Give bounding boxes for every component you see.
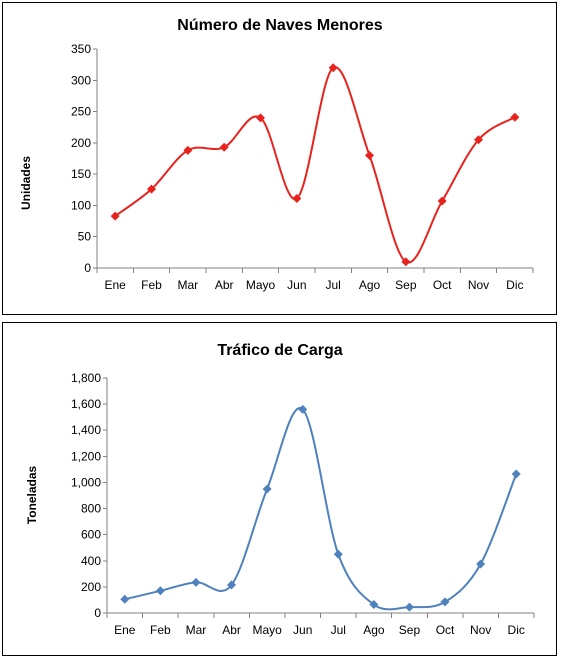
chart-panel-naves: Número de Naves Menores Unidades 0 50 100 1… bbox=[2, 2, 557, 315]
y-tick-label: 250 bbox=[71, 105, 91, 119]
data-point-marker bbox=[328, 63, 338, 73]
x-tick-label: Dic bbox=[506, 278, 523, 292]
chart-panel-carga: Tráfico de Carga Toneladas 0 200 400 600 800… bbox=[2, 322, 557, 656]
data-point-marker bbox=[437, 196, 447, 206]
series-line bbox=[114, 66, 516, 264]
y-tick-label: 200 bbox=[71, 136, 91, 150]
x-ticks: Ene Feb Mar Abr Mayo Jun Jul Ago Sep Oct Nov Dic bbox=[106, 613, 535, 637]
y-tick-label: 350 bbox=[71, 42, 91, 56]
data-point-marker bbox=[120, 594, 130, 604]
data-point-marker bbox=[365, 150, 374, 160]
chart-title: Número de Naves Menores bbox=[177, 17, 383, 34]
data-point-marker bbox=[292, 194, 302, 204]
data-point-marker bbox=[110, 211, 120, 221]
x-tick-label: Sep bbox=[399, 623, 421, 637]
y-axis-label: Unidades bbox=[19, 156, 33, 210]
x-tick-label: Dic bbox=[508, 623, 525, 637]
data-point-marker bbox=[511, 469, 521, 479]
y-tick-label: 600 bbox=[81, 528, 101, 542]
x-ticks: Ene Feb Mar Abr Mayo Jun Jul Ago Sep Oct Nov Dic bbox=[96, 268, 534, 292]
x-tick-label: Jul bbox=[331, 623, 346, 637]
data-point-marker bbox=[256, 113, 265, 123]
x-tick-label: Feb bbox=[141, 278, 162, 292]
x-tick-label: Feb bbox=[150, 623, 171, 637]
data-point-marker bbox=[219, 142, 229, 152]
axes bbox=[96, 49, 533, 269]
y-tick-label: 150 bbox=[71, 167, 91, 181]
data-point-marker bbox=[262, 484, 272, 494]
x-tick-label: Nov bbox=[468, 278, 489, 292]
data-point-marker bbox=[147, 184, 156, 194]
y-tick-label: 0 bbox=[94, 606, 101, 620]
y-tick-label: 1,600 bbox=[71, 397, 101, 411]
x-tick-label: Mar bbox=[186, 623, 207, 637]
data-point-marker bbox=[404, 602, 414, 612]
data-point-marker bbox=[401, 257, 411, 267]
x-tick-label: Nov bbox=[470, 623, 491, 637]
y-tick-label: 1,000 bbox=[71, 475, 101, 489]
y-ticks: 0 200 400 600 800 1,000 1,200 1,400 1,600 1,800 bbox=[71, 371, 107, 620]
x-tick-label: Ago bbox=[359, 278, 381, 292]
y-tick-label: 300 bbox=[71, 73, 91, 87]
x-tick-label: Ene bbox=[114, 623, 136, 637]
series-line bbox=[124, 407, 518, 611]
y-tick-label: 200 bbox=[81, 580, 101, 594]
data-point-marker bbox=[510, 112, 520, 122]
data-point-marker bbox=[474, 135, 483, 145]
x-tick-label: Mayo bbox=[252, 623, 282, 637]
naves-chart-svg: Número de Naves Menores Unidades 0 50 100 1… bbox=[19, 17, 534, 292]
data-point-marker bbox=[333, 549, 343, 559]
data-point-marker bbox=[155, 586, 165, 596]
x-tick-label: Jul bbox=[325, 278, 340, 292]
data-point-marker bbox=[183, 145, 193, 155]
x-tick-label: Oct bbox=[433, 278, 452, 292]
y-axis-label: Toneladas bbox=[25, 465, 39, 524]
data-point-marker bbox=[476, 559, 486, 569]
chart-title: Tráfico de Carga bbox=[217, 342, 342, 359]
y-tick-label: 100 bbox=[71, 198, 91, 212]
y-ticks: 0 50 100 150 200 250 300 350 bbox=[71, 42, 97, 275]
x-tick-label: Ene bbox=[104, 278, 126, 292]
carga-chart-svg: Tráfico de Carga Toneladas 0 200 400 600 800… bbox=[25, 342, 535, 637]
markers bbox=[120, 404, 521, 612]
y-tick-label: 800 bbox=[81, 502, 101, 516]
data-point-marker bbox=[298, 404, 308, 414]
data-point-marker bbox=[369, 600, 379, 610]
y-tick-label: 1,200 bbox=[71, 449, 101, 463]
data-point-marker bbox=[227, 580, 237, 590]
y-tick-label: 0 bbox=[84, 261, 91, 275]
x-tick-label: Abr bbox=[222, 623, 241, 637]
x-tick-label: Jun bbox=[287, 278, 306, 292]
x-tick-label: Mayo bbox=[246, 278, 276, 292]
axes bbox=[106, 378, 534, 614]
x-tick-label: Ago bbox=[363, 623, 385, 637]
x-tick-label: Jun bbox=[293, 623, 312, 637]
y-tick-label: 400 bbox=[81, 554, 101, 568]
y-tick-label: 50 bbox=[78, 230, 92, 244]
x-tick-label: Abr bbox=[215, 278, 234, 292]
data-point-marker bbox=[191, 577, 201, 587]
y-tick-label: 1,400 bbox=[71, 423, 101, 437]
data-point-marker bbox=[440, 597, 450, 607]
markers bbox=[110, 63, 520, 267]
x-tick-label: Sep bbox=[395, 278, 417, 292]
x-tick-label: Oct bbox=[436, 623, 455, 637]
x-tick-label: Mar bbox=[177, 278, 198, 292]
y-tick-label: 1,800 bbox=[71, 371, 101, 385]
